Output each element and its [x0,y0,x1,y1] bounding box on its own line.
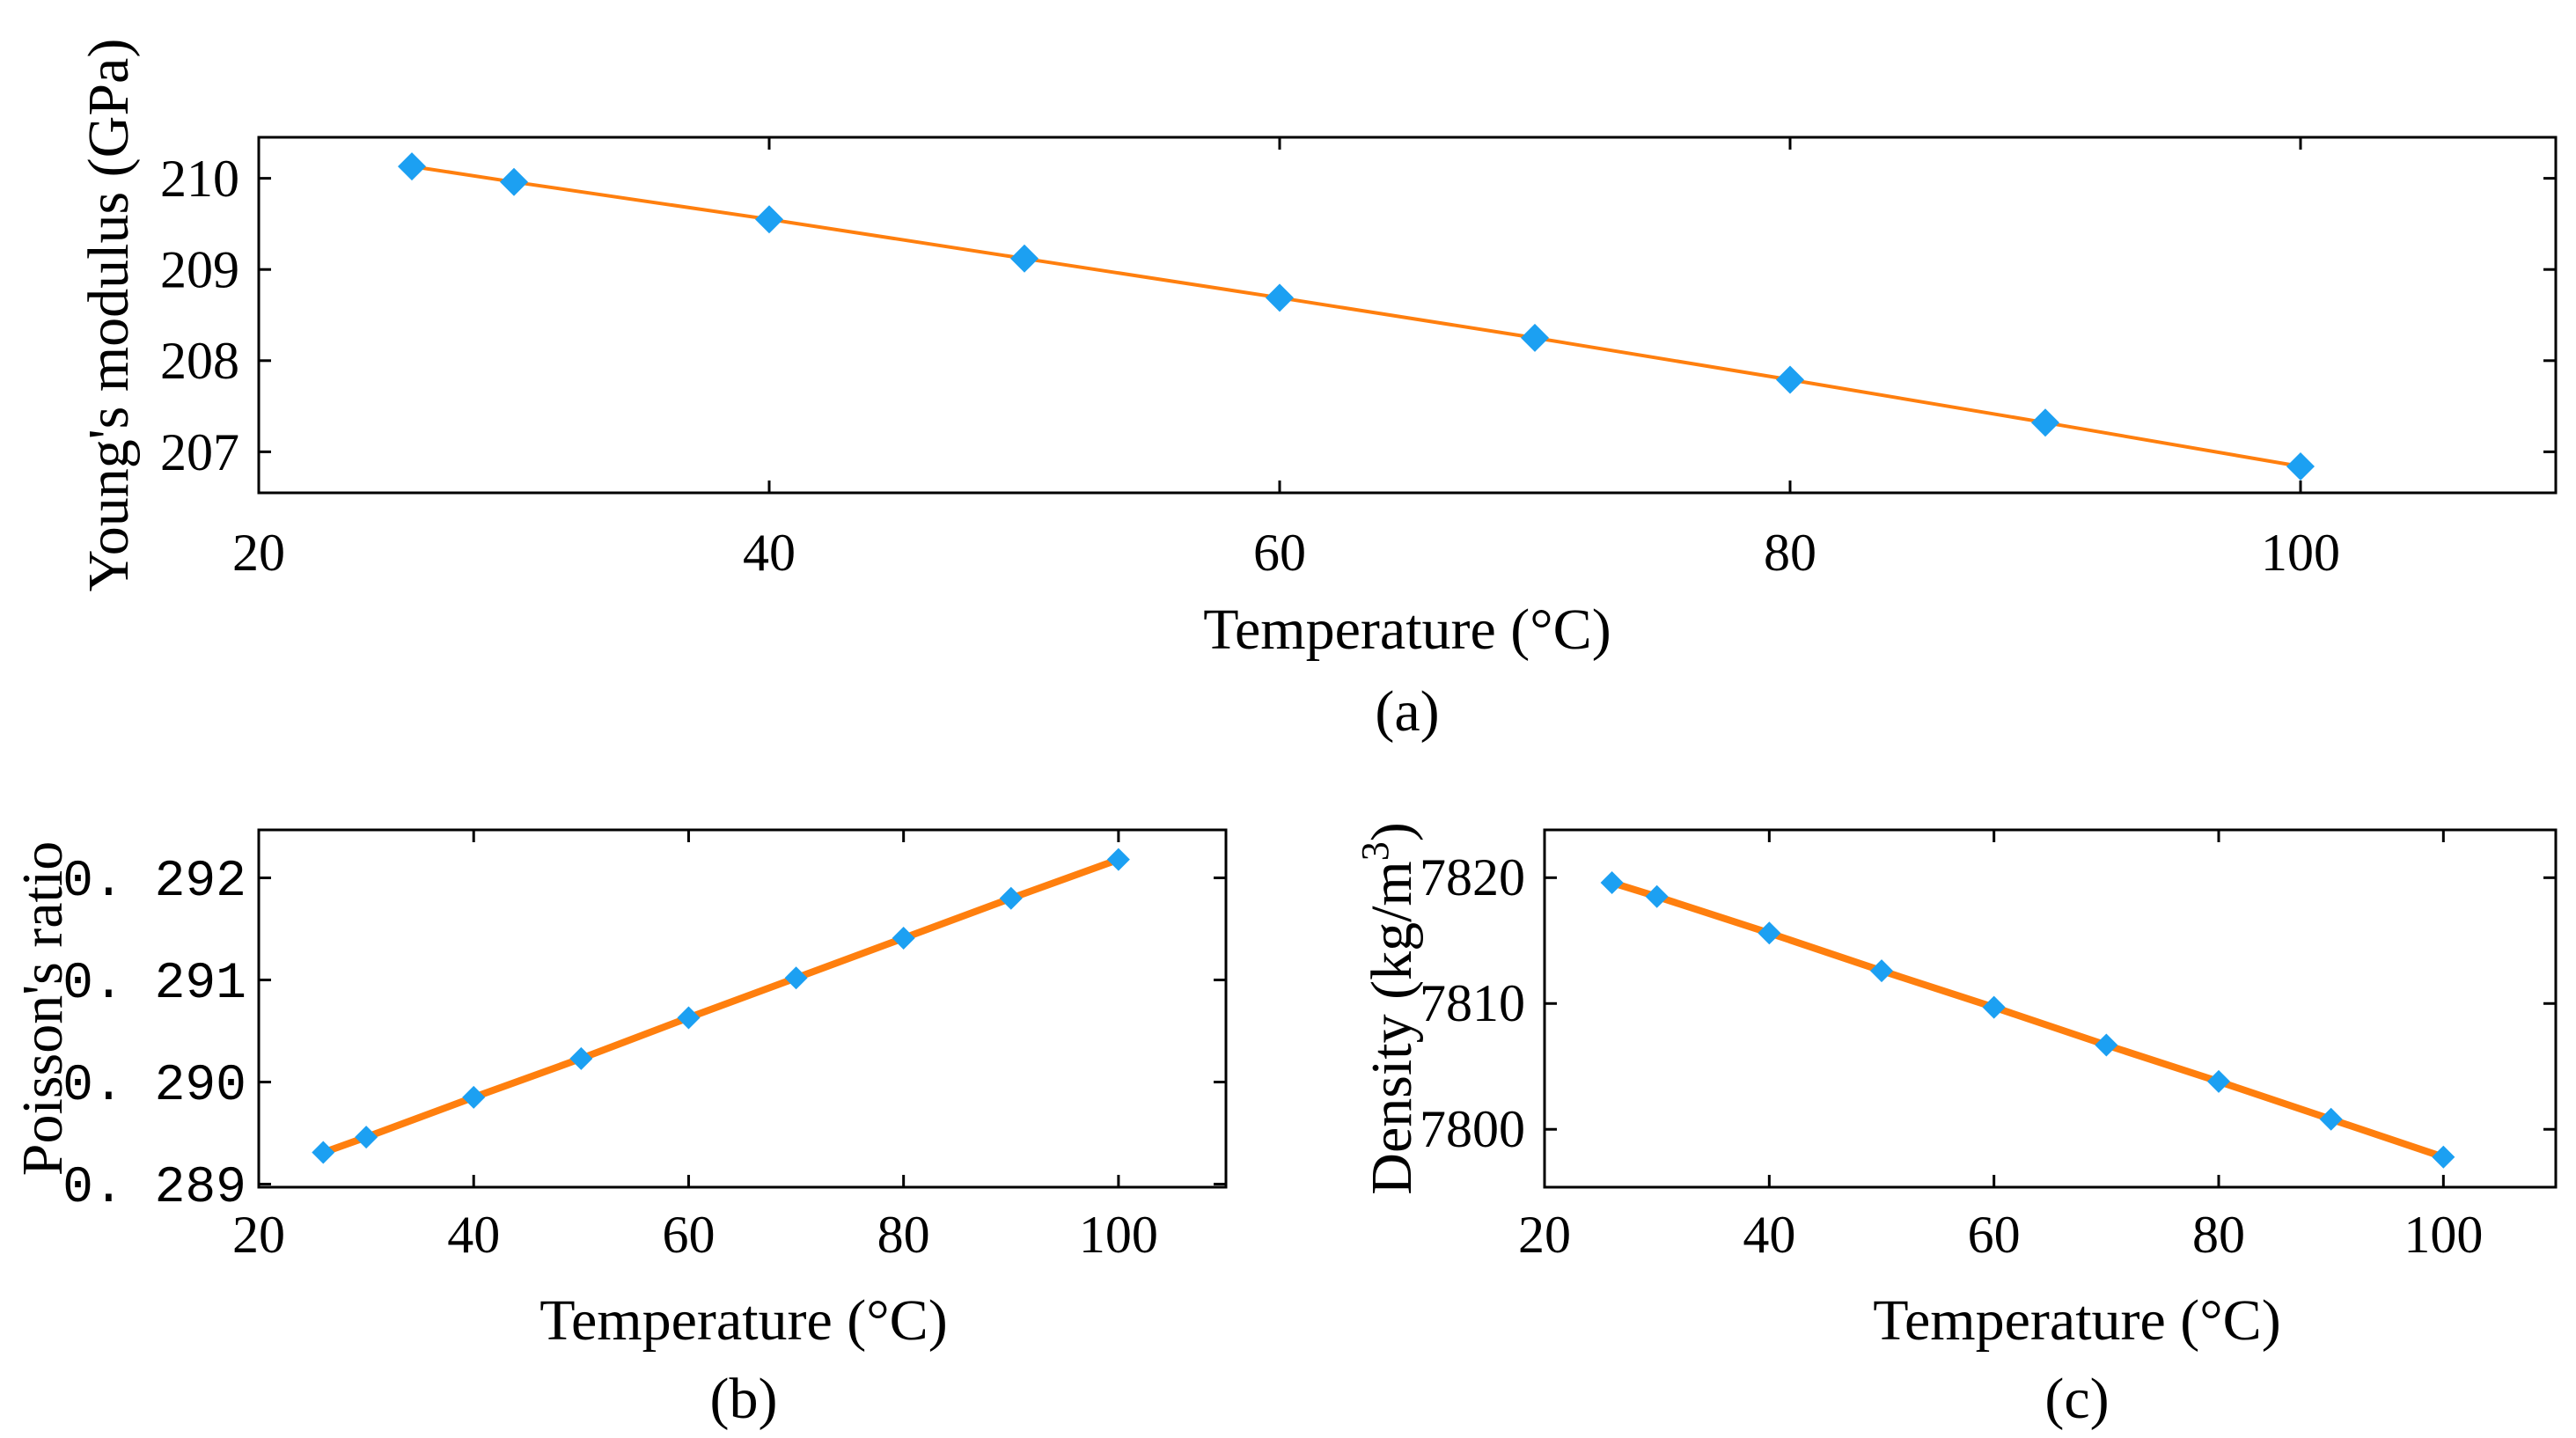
data-point-marker [312,1141,335,1164]
y-tick-label: 7800 [1420,1100,1525,1158]
data-point-marker [2286,451,2315,481]
data-point-marker [569,1046,593,1070]
panel-a-x-axis-label: Temperature (°C) [1203,598,1611,662]
series-line [411,165,2301,468]
panel-b-caption: (b) [710,1367,778,1431]
data-point-marker [2319,1107,2343,1131]
data-point-marker [1645,884,1669,908]
data-point-marker [500,167,528,196]
x-tick-label: 20 [232,1206,285,1264]
panel-c-caption: (c) [2044,1367,2109,1431]
y-tick-label: 7810 [1420,974,1525,1032]
y-tick-label: 0. 290 [62,1058,246,1115]
panel-c-y-axis-label-superscript: 3 [1354,841,1397,861]
panel-b-y-axis-label: Poisson's ratio [11,841,75,1176]
y-tick-label: 7820 [1420,848,1525,906]
panel-a-caption: (a) [1375,679,1439,744]
panel-a-youngs-modulus: 20 40 60 80 100 207 208 209 210 Temperature (°C)… [77,39,2558,744]
data-point-marker [755,205,783,234]
panel-b-x-axis-label: Temperature (°C) [539,1288,947,1353]
panel-c-frame [1543,828,2558,1189]
panel-a-y-axis-label: Young's modulus (GPa) [77,39,141,592]
x-tick-label: 60 [1968,1206,2021,1264]
y-tick-label: 0. 292 [62,854,246,911]
data-point-marker [999,886,1023,910]
panel-c-y-axis-label-close: ) [1360,822,1424,841]
x-tick-label: 20 [1518,1206,1571,1264]
series-line [321,855,1120,1156]
y-tick-label: 209 [160,241,239,299]
panel-a-marks: 20 40 60 80 100 207 208 209 210 [160,137,2556,582]
data-point-marker [462,1085,486,1109]
data-point-marker [398,152,426,181]
data-point-marker [1758,921,1781,945]
panel-c-density: 20 40 60 80 100 7800 7810 7820 Temperature (°C)… [1354,822,2558,1431]
x-tick-label: 80 [1764,524,1816,582]
data-point-marker [784,966,808,990]
x-tick-label: 100 [1079,1206,1158,1264]
data-point-marker [1776,365,1804,394]
y-tick-label: 0. 289 [62,1160,246,1217]
panel-c-y-axis-label-main: Density (kg/m [1360,861,1424,1194]
x-tick-label: 80 [2192,1206,2245,1264]
x-tick-label: 80 [877,1206,930,1264]
data-point-marker [1870,959,1893,983]
data-point-marker [1521,323,1549,352]
x-tick-label: 40 [1743,1206,1795,1264]
x-tick-label: 40 [743,524,796,582]
x-tick-label: 100 [2404,1206,2483,1264]
data-point-marker [1982,995,2006,1019]
y-tick-label: 208 [160,332,239,390]
data-point-marker [2432,1145,2455,1169]
y-tick-label: 210 [160,150,239,208]
data-point-marker [2207,1069,2230,1093]
data-point-marker [1106,847,1130,871]
y-tick-label: 207 [160,423,239,481]
panel-b-frame [257,828,1228,1189]
panel-b-marks: 20 40 60 80 100 0. 289 0. 290 0. 291 0. 292 [62,830,1226,1264]
data-point-marker [2031,408,2059,437]
panel-b-poissons-ratio: 20 40 60 80 100 0. 289 0. 290 0. 291 0. 292 Temp… [11,828,1228,1431]
data-point-marker [677,1006,701,1030]
x-tick-label: 20 [232,524,285,582]
y-tick-label: 0. 291 [62,956,246,1013]
x-tick-label: 60 [662,1206,715,1264]
data-point-marker [355,1126,378,1149]
panel-a-frame [257,136,2558,495]
data-point-marker [892,926,915,950]
panel-c-marks: 20 40 60 80 100 7800 7810 7820 [1420,830,2556,1264]
panel-c-x-axis-label: Temperature (°C) [1873,1288,2280,1353]
panel-c-y-axis-label: Density (kg/m3) [1354,822,1424,1194]
series-line [1611,879,2445,1161]
data-point-marker [1010,244,1038,273]
data-point-marker [1600,871,1624,895]
x-tick-label: 100 [2261,524,2340,582]
x-tick-label: 40 [447,1206,500,1264]
x-tick-label: 60 [1253,524,1306,582]
data-point-marker [1266,283,1294,312]
data-point-marker [2095,1033,2118,1057]
